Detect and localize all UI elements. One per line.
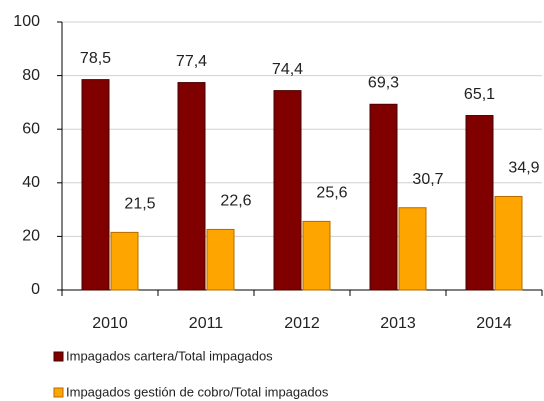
y-tick-label: 20 [22,228,40,245]
bar [398,207,427,291]
value-label: 65,1 [464,86,495,103]
y-tick-label: 60 [22,120,40,137]
legend-swatch [53,387,64,398]
value-label: 22,6 [220,193,251,210]
value-label: 69,3 [368,74,399,91]
value-label: 74,4 [272,61,303,78]
x-tick-label: 2012 [284,315,320,332]
value-label: 25,6 [316,185,347,202]
value-label: 34,9 [508,160,539,177]
bar [273,90,302,291]
y-tick-label: 80 [22,67,40,84]
value-label: 21,5 [124,196,155,213]
y-tick-label: 40 [22,174,40,191]
bar [465,115,494,291]
value-label: 30,7 [412,171,443,188]
bar [369,103,398,291]
x-tick-label: 2013 [380,315,416,332]
bar [494,195,523,291]
legend-swatch [53,351,64,362]
y-tick-label: 0 [31,281,40,298]
bar [81,79,110,291]
x-tick-label: 2014 [476,315,512,332]
value-label: 78,5 [80,50,111,67]
bar [206,228,235,291]
bar [110,231,139,291]
x-tick-label: 2010 [92,315,128,332]
legend-label: Impagados cartera/Total impagados [66,348,273,363]
bar [177,82,206,291]
y-tick-label: 100 [13,13,40,30]
bar [302,220,331,291]
legend-label: Impagados gestión de cobro/Total impagad… [66,384,329,399]
value-label: 77,4 [176,53,207,70]
x-tick-label: 2011 [189,315,224,332]
